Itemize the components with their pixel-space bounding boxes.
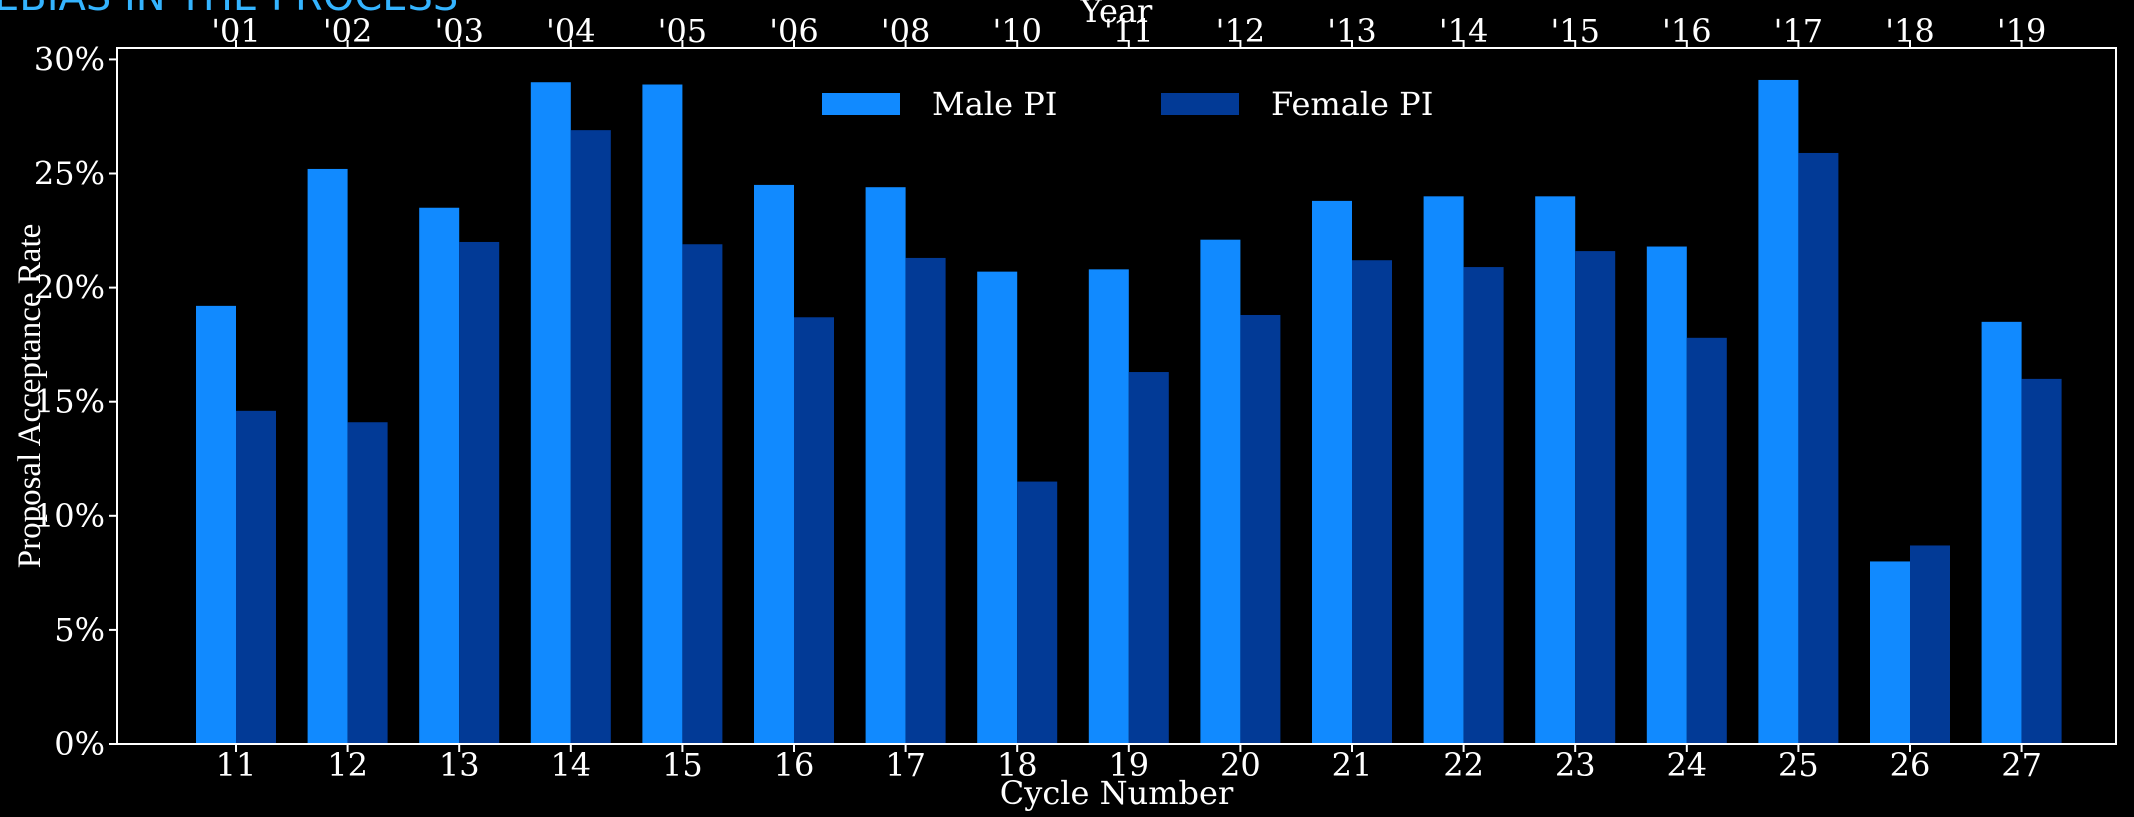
top-x-tick-label: '04: [546, 12, 596, 50]
female-pi-bar-cycle-23: [1575, 251, 1616, 744]
y-tick-label: 20%: [34, 269, 105, 307]
top-x-tick-label: '02: [323, 12, 373, 50]
female-pi-legend-label: Female PI: [1271, 85, 1433, 123]
x-tick-label: 16: [774, 746, 815, 784]
top-x-tick-label: '17: [1774, 12, 1824, 50]
x-tick-label: 22: [1443, 746, 1484, 784]
female-pi-bar-cycle-14: [570, 130, 611, 744]
female-pi-bar-cycle-26: [1910, 545, 1950, 744]
female-pi-bar-cycle-25: [1798, 152, 1839, 745]
y-axis-title: Proposal Acceptance Rate: [12, 224, 48, 569]
x-tick-label: 11: [216, 746, 257, 784]
top-x-tick-label: '05: [658, 12, 708, 50]
male-pi-bar-cycle-20: [1200, 239, 1241, 744]
top-x-tick-label: '16: [1662, 12, 1712, 50]
y-tick-label: 5%: [54, 611, 105, 649]
x-tick-label: 20: [1220, 746, 1261, 784]
x-tick-label: 17: [885, 746, 926, 784]
y-tick-label: 10%: [34, 497, 105, 535]
legend: Male PI Female PI: [822, 85, 1433, 123]
female-pi-bar-cycle-21: [1352, 260, 1392, 744]
top-x-tick-label: '10: [992, 12, 1042, 50]
y-tick-label: 25%: [34, 155, 105, 193]
top-x-tick-label: '14: [1439, 12, 1489, 50]
x-tick-label: 25: [1778, 746, 1819, 784]
cut-off-slide-title: EBIAS IN THE PROCESS: [0, 0, 458, 20]
male-pi-bar-cycle-11: [196, 305, 236, 744]
top-x-tick-label: '12: [1216, 12, 1266, 50]
x-tick-label: 24: [1666, 746, 1707, 784]
x-tick-label: 14: [550, 746, 591, 784]
female-pi-bar-cycle-20: [1240, 314, 1281, 744]
x-tick-label: 18: [997, 746, 1038, 784]
x-tick-label: 23: [1555, 746, 1596, 784]
male-pi-bar-cycle-26: [1870, 561, 1910, 744]
x-tick-label: 21: [1332, 746, 1373, 784]
y-tick-label: 15%: [34, 383, 105, 421]
male-pi-bar-cycle-25: [1758, 79, 1799, 745]
male-pi-bar-cycle-21: [1312, 200, 1352, 745]
male-pi-bar-cycle-13: [419, 207, 460, 745]
female-pi-bar-cycle-15: [682, 244, 723, 744]
top-x-tick-label: '18: [1885, 12, 1935, 50]
top-x-tick-label: '13: [1327, 12, 1377, 50]
male-pi-bar-cycle-17: [865, 187, 906, 744]
top-x-tick-label: '19: [1997, 12, 2047, 50]
male-pi-bar-cycle-22: [1423, 196, 1464, 744]
top-x-axis-title: Year: [1080, 0, 1153, 30]
top-x-tick-label: '15: [1550, 12, 1600, 50]
male-pi-legend-label: Male PI: [932, 85, 1057, 123]
male-pi-bar-cycle-23: [1535, 196, 1576, 744]
female-pi-bar-cycle-19: [1128, 372, 1169, 744]
top-x-tick-label: '01: [211, 12, 261, 50]
female-pi-bar-cycle-11: [236, 410, 276, 744]
x-tick-label: 27: [2001, 746, 2042, 784]
female-pi-bar-cycle-16: [794, 317, 834, 744]
top-x-tick-label: '08: [881, 12, 931, 50]
male-pi-bar-cycle-12: [307, 168, 348, 744]
female-pi-legend-swatch: [1161, 93, 1239, 115]
x-tick-label: 15: [662, 746, 703, 784]
x-tick-label: 19: [1108, 746, 1149, 784]
ticks-layer: 11 '01 12 '02 13 '03 14 '04 15 '05 16 '06 17 '08 18 '10…: [34, 12, 2046, 784]
male-pi-bar-cycle-27: [1981, 321, 2022, 744]
y-tick-label: 30%: [34, 40, 105, 78]
top-x-tick-label: '11: [1104, 12, 1154, 50]
plot-frame: [116, 47, 2117, 745]
male-pi-bar-cycle-19: [1088, 269, 1129, 744]
female-pi-bar-cycle-13: [459, 241, 500, 744]
male-pi-bar-cycle-15: [642, 84, 683, 744]
female-pi-bar-cycle-24: [1686, 337, 1727, 744]
x-axis-title: Cycle Number: [1000, 774, 1234, 812]
y-tick-label: 0%: [54, 725, 105, 763]
bars-layer: [196, 79, 2062, 745]
male-pi-bar-cycle-18: [977, 271, 1018, 744]
male-pi-bar-cycle-24: [1646, 246, 1687, 745]
male-pi-bar-cycle-16: [754, 184, 794, 744]
male-pi-legend-swatch: [822, 93, 900, 115]
female-pi-bar-cycle-18: [1017, 481, 1058, 744]
top-x-tick-label: '06: [769, 12, 819, 50]
top-x-tick-label: '03: [434, 12, 484, 50]
female-pi-bar-cycle-12: [347, 422, 388, 744]
x-tick-label: 13: [439, 746, 480, 784]
female-pi-bar-cycle-27: [2021, 378, 2062, 744]
male-pi-bar-cycle-14: [530, 82, 571, 745]
x-tick-label: 26: [1890, 746, 1931, 784]
female-pi-bar-cycle-22: [1463, 267, 1504, 744]
x-tick-label: 12: [327, 746, 368, 784]
female-pi-bar-cycle-17: [905, 257, 946, 744]
